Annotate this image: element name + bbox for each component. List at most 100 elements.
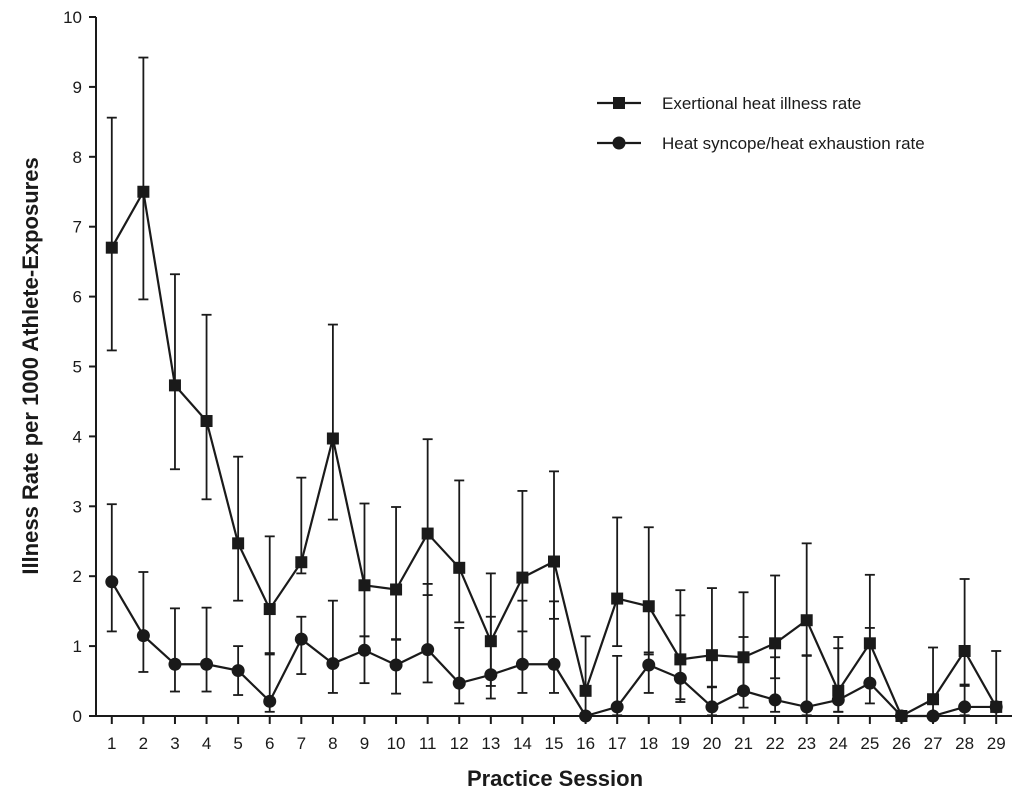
x-tick-label: 13 (481, 734, 500, 753)
x-tick-label: 29 (987, 734, 1006, 753)
x-tick-label: 7 (297, 734, 306, 753)
x-tick-label: 23 (797, 734, 816, 753)
x-axis-title: Practice Session (467, 766, 643, 791)
y-tick-label: 4 (73, 427, 82, 446)
data-point-square (358, 579, 371, 592)
error-bars (106, 56, 1002, 717)
x-tick-label: 15 (545, 734, 564, 753)
x-tick-label: 18 (639, 734, 658, 753)
data-point-square (105, 241, 118, 254)
data-point-square (579, 684, 592, 697)
x-tick-label: 2 (139, 734, 148, 753)
legend-label: Exertional heat illness rate (662, 94, 861, 113)
data-point-circle (452, 676, 466, 690)
y-tick-label: 7 (73, 218, 82, 237)
data-point-square (800, 614, 813, 627)
legend-label: Heat syncope/heat exhaustion rate (662, 134, 925, 153)
data-point-square (421, 527, 434, 540)
y-tick-label: 5 (73, 358, 82, 377)
data-point-circle (263, 694, 277, 708)
x-tick-label: 9 (360, 734, 369, 753)
x-tick-label: 1 (107, 734, 116, 753)
y-tick-label: 2 (73, 567, 82, 586)
data-point-circle (863, 676, 877, 690)
data-point-square (958, 644, 971, 657)
data-point-square (137, 185, 150, 198)
y-tick-label: 8 (73, 148, 82, 167)
data-point-square (769, 637, 782, 650)
data-point-circle (894, 709, 908, 723)
data-point-circle (579, 709, 593, 723)
x-tick-label: 5 (233, 734, 242, 753)
data-point-circle (831, 693, 845, 707)
data-point-square (326, 432, 339, 445)
legend-marker-square (613, 97, 625, 109)
data-point-square (832, 684, 845, 697)
x-tick-label: 3 (170, 734, 179, 753)
data-point-square (200, 415, 213, 428)
data-point-square (484, 635, 497, 648)
data-point-square (927, 693, 940, 706)
y-tick-label: 6 (73, 288, 82, 307)
data-point-circle (105, 575, 119, 589)
data-point-square (232, 537, 245, 550)
data-point-circle (389, 658, 403, 672)
y-tick-label: 10 (63, 8, 82, 27)
data-point-circle (610, 700, 624, 714)
data-point-circle (800, 700, 814, 714)
series-markers (105, 185, 1003, 723)
data-point-circle (421, 643, 435, 657)
data-point-circle (989, 700, 1003, 714)
data-point-square (642, 600, 655, 613)
y-tick-label: 9 (73, 78, 82, 97)
x-tick-label: 4 (202, 734, 211, 753)
x-tick-label: 20 (702, 734, 721, 753)
data-point-circle (168, 657, 182, 671)
y-tick-label: 1 (73, 637, 82, 656)
data-point-square (390, 583, 403, 596)
x-tick-label: 22 (766, 734, 785, 753)
legend: Exertional heat illness rate Heat syncope… (597, 94, 925, 153)
data-point-square (295, 556, 308, 569)
data-point-circle (705, 700, 719, 714)
x-tick-label: 6 (265, 734, 274, 753)
data-point-circle (484, 668, 498, 682)
x-tick-label: 26 (892, 734, 911, 753)
data-point-circle (294, 632, 308, 646)
data-point-square (705, 649, 718, 662)
x-tick-label: 16 (576, 734, 595, 753)
data-point-circle (547, 657, 561, 671)
data-point-square (611, 592, 624, 605)
x-tick-label: 25 (860, 734, 879, 753)
data-point-square (516, 571, 529, 584)
x-tick-label: 11 (419, 734, 437, 753)
data-point-square (453, 561, 466, 574)
x-tick-label: 27 (924, 734, 943, 753)
data-point-circle (926, 709, 940, 723)
data-point-circle (326, 657, 340, 671)
x-tick-label: 19 (671, 734, 690, 753)
data-point-circle (642, 658, 656, 672)
y-tick-label: 3 (73, 497, 82, 516)
data-point-square (263, 603, 276, 616)
data-point-circle (737, 684, 751, 698)
legend-marker-circle (612, 136, 626, 150)
data-point-circle (357, 643, 371, 657)
data-point-circle (200, 657, 214, 671)
x-tick-label: 14 (513, 734, 532, 753)
x-tick-label: 28 (955, 734, 974, 753)
x-tick-label: 12 (450, 734, 469, 753)
x-tick-label: 8 (328, 734, 337, 753)
data-point-square (737, 651, 750, 664)
data-point-square (674, 653, 687, 666)
data-point-circle (768, 693, 782, 707)
x-tick-label: 17 (608, 734, 627, 753)
data-point-square (863, 637, 876, 650)
data-point-circle (515, 657, 529, 671)
data-point-circle (673, 671, 687, 685)
data-point-square (548, 555, 560, 568)
data-point-circle (958, 700, 972, 714)
data-point-square (168, 379, 181, 392)
